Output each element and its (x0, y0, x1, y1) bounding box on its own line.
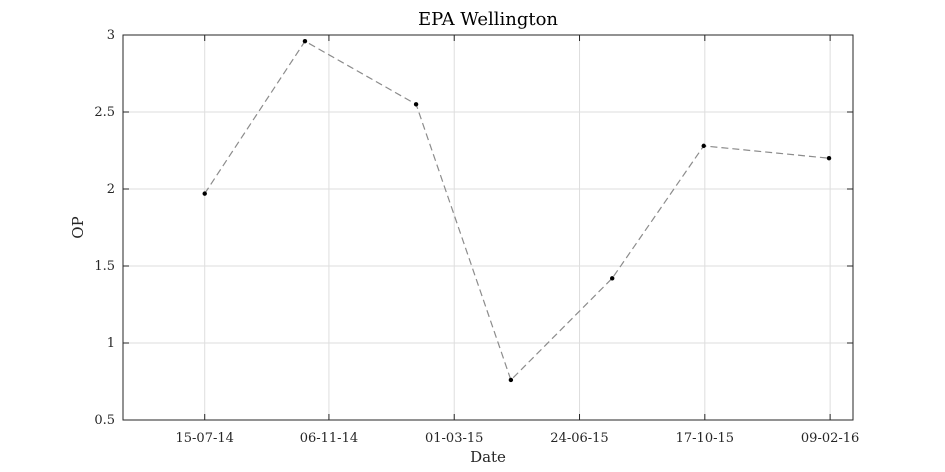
x-tick-label: 01-03-15 (425, 431, 483, 446)
data-point (826, 156, 832, 161)
data-point (302, 38, 308, 44)
x-tick-label: 15-07-14 (176, 431, 234, 446)
x-tick-label: 17-10-15 (676, 431, 734, 446)
series-layer (202, 38, 832, 383)
data-point (413, 102, 419, 107)
series-line (204, 40, 830, 382)
y-tick-label: 1.5 (94, 259, 115, 274)
data-point (202, 191, 207, 196)
data-point (610, 276, 615, 281)
grid-lines (123, 34, 853, 421)
y-tick-label: 0.5 (94, 413, 115, 428)
tick-layer: 0.5 1 1.5 2 2.5 3 15-07-14 06-11-14 01-03-15 24-0… (94, 28, 859, 446)
plot-frame (122, 34, 854, 421)
data-point (508, 377, 514, 383)
x-tick-label: 24-06-15 (550, 431, 608, 446)
x-tick-label: 09-02-16 (801, 431, 859, 446)
y-tick-label: 3 (107, 28, 115, 43)
x-tick-label: 06-11-14 (300, 431, 358, 446)
data-point (701, 143, 706, 149)
chart-title: EPA Wellington (418, 9, 558, 30)
x-axis-label: Date (470, 448, 506, 466)
y-tick-label: 2.5 (94, 105, 115, 120)
y-tick-label: 1 (107, 336, 115, 351)
y-axis-label: OP (69, 216, 87, 238)
y-tick-label: 2 (107, 182, 115, 197)
